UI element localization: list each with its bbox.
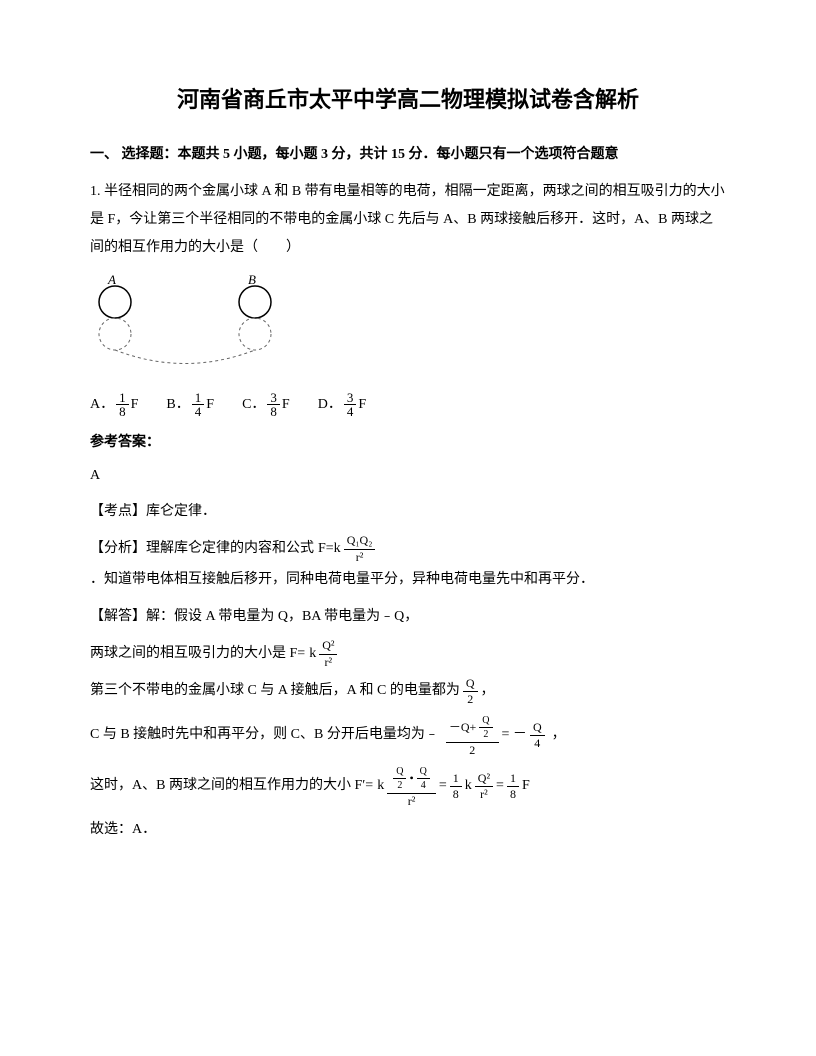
option-b: B． 1 4 F [166, 391, 214, 418]
question-1: 1. 半径相同的两个金属小球 A 和 B 带有电量相等的电荷，相隔一定距离，两球… [90, 178, 726, 262]
answer-label: 参考答案： [90, 430, 726, 455]
jieda-2: 两球之间的相互吸引力的大小是 F= k Q² r² [90, 638, 726, 669]
fraction-a: 1 8 [116, 391, 129, 418]
formula-q2: Q 2 [463, 676, 478, 707]
question-number: 1. [90, 184, 101, 199]
question-text: 半径相同的两个金属小球 A 和 B 带有电量相等的电荷，相隔一定距离，两球之间的… [90, 184, 725, 255]
formula-f: k Q² r² [309, 638, 340, 669]
coulomb-formula: F=k Q₁Q₂ r² [318, 533, 378, 564]
fraction-b: 1 4 [192, 391, 205, 418]
circle-a-dashed [99, 318, 131, 350]
fraction-c: 3 8 [267, 391, 280, 418]
page-title: 河南省商丘市太平中学高二物理模拟试卷含解析 [90, 80, 726, 120]
formula-cb: －Q+ Q 2 2 = － Q 4 [443, 713, 548, 758]
fenxi: 【分析】理解库仑定律的内容和公式 F=k Q₁Q₂ r² ．知道带电体相互接触后… [90, 533, 726, 595]
circle-a [99, 286, 131, 318]
guxuan: 故选：A． [90, 815, 726, 846]
option-d: D． 3 4 F [318, 391, 366, 418]
circle-b [239, 286, 271, 318]
circle-b-dashed [239, 318, 271, 350]
option-c: C． 3 8 F [242, 391, 290, 418]
section-1-header: 一、 选择题：本题共 5 小题，每小题 3 分，共计 15 分．每小题只有一个选… [90, 144, 726, 166]
jieda-1: 【解答】解：假设 A 带电量为 Q，BA 带电量为﹣Q， [90, 602, 726, 633]
question-1-options: A． 1 8 F B． 1 4 F C． 3 8 F D． 3 4 F [90, 391, 726, 418]
fraction-d: 3 4 [344, 391, 357, 418]
diagram-label-b: B [248, 272, 256, 287]
jieda-4: C 与 B 接触时先中和再平分，则 C、B 分开后电量均为﹣ －Q+ Q 2 2… [90, 713, 726, 758]
kaodian: 【考点】库仑定律． [90, 497, 726, 528]
answer-value: A [90, 463, 726, 488]
formula-final: k Q 2 • Q 4 r² = 1 8 k Q² r² = [377, 764, 530, 809]
option-a: A． 1 8 F [90, 391, 138, 418]
question-1-diagram: A B [90, 272, 726, 381]
connection-curve [115, 350, 255, 364]
diagram-label-a: A [107, 272, 116, 287]
jieda-3: 第三个不带电的金属小球 C 与 A 接触后，A 和 C 的电量都为 Q 2 ， [90, 676, 726, 707]
jieda-5: 这时，A、B 两球之间的相互作用力的大小 F′= k Q 2 • Q 4 r² … [90, 764, 726, 809]
